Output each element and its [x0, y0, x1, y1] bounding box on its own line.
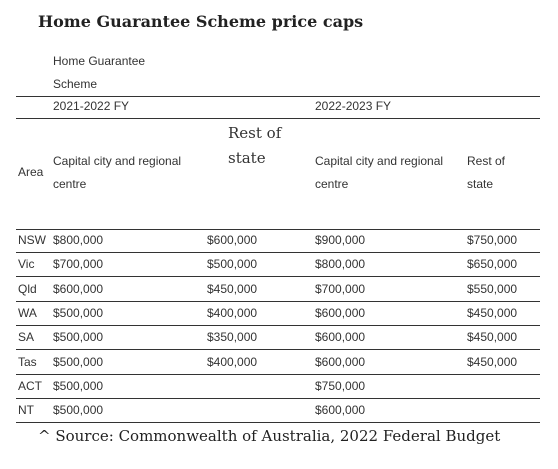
title: Home Guarantee Scheme price caps	[38, 12, 364, 31]
row-label: NT	[18, 403, 34, 418]
column-header: Capital city and regional centre	[53, 154, 182, 191]
cell: $700,000	[315, 281, 366, 296]
cell: $450,000	[467, 330, 518, 345]
rule	[16, 300, 540, 302]
cell: $600,000	[315, 354, 366, 369]
source-note: ^ Source: Commonwealth of Australia, 202…	[38, 427, 501, 445]
rule	[16, 422, 540, 424]
column-header: Rest of state	[228, 124, 282, 167]
row-label: WA	[18, 305, 37, 320]
rule	[16, 349, 540, 351]
cell: $450,000	[467, 354, 518, 369]
cell: $500,000	[207, 257, 258, 272]
cell: $600,000	[207, 233, 258, 247]
cell: $600,000	[315, 330, 366, 345]
row-label: SA	[18, 330, 35, 345]
row-label: Tas	[18, 354, 37, 369]
cell: $650,000	[467, 257, 518, 272]
cell: $550,000	[467, 281, 518, 296]
cell: $600,000	[315, 403, 366, 418]
column-header: Rest of state	[467, 154, 506, 191]
rule	[16, 276, 540, 278]
cell: $500,000	[53, 305, 104, 320]
period: 2021-2022 FY	[53, 99, 130, 113]
cell: $450,000	[467, 305, 518, 320]
cell: $400,000	[207, 354, 258, 369]
cell: $800,000	[315, 257, 366, 272]
rule	[16, 252, 540, 253]
rule	[16, 397, 540, 399]
rule	[16, 96, 540, 97]
rule	[16, 373, 540, 375]
cell: $750,000	[467, 233, 518, 247]
rule	[16, 118, 540, 119]
rule	[16, 229, 540, 230]
cell: $700,000	[53, 257, 104, 272]
row-label: NSW	[18, 233, 46, 247]
rule	[16, 324, 540, 326]
cell: $600,000	[53, 281, 104, 296]
cell: $750,000	[315, 378, 366, 393]
group-header: Home Guarantee Scheme	[53, 54, 146, 91]
row-label: Vic	[18, 257, 35, 272]
cell: $500,000	[53, 378, 104, 393]
period: 2022-2023 FY	[315, 99, 392, 113]
cell: $500,000	[53, 330, 104, 345]
cell: $600,000	[315, 305, 366, 320]
cell: $450,000	[207, 281, 258, 296]
column-header: Capital city and regional centre	[315, 154, 444, 191]
cell: $500,000	[53, 403, 104, 418]
cell: $900,000	[315, 233, 366, 247]
cell: $350,000	[207, 330, 258, 345]
cell: $800,000	[53, 233, 104, 247]
row-label: Qld	[18, 281, 37, 296]
cell: $400,000	[207, 305, 258, 320]
row-label: ACT	[18, 378, 42, 393]
cell: $500,000	[53, 354, 104, 369]
column-header: Area	[18, 165, 44, 179]
